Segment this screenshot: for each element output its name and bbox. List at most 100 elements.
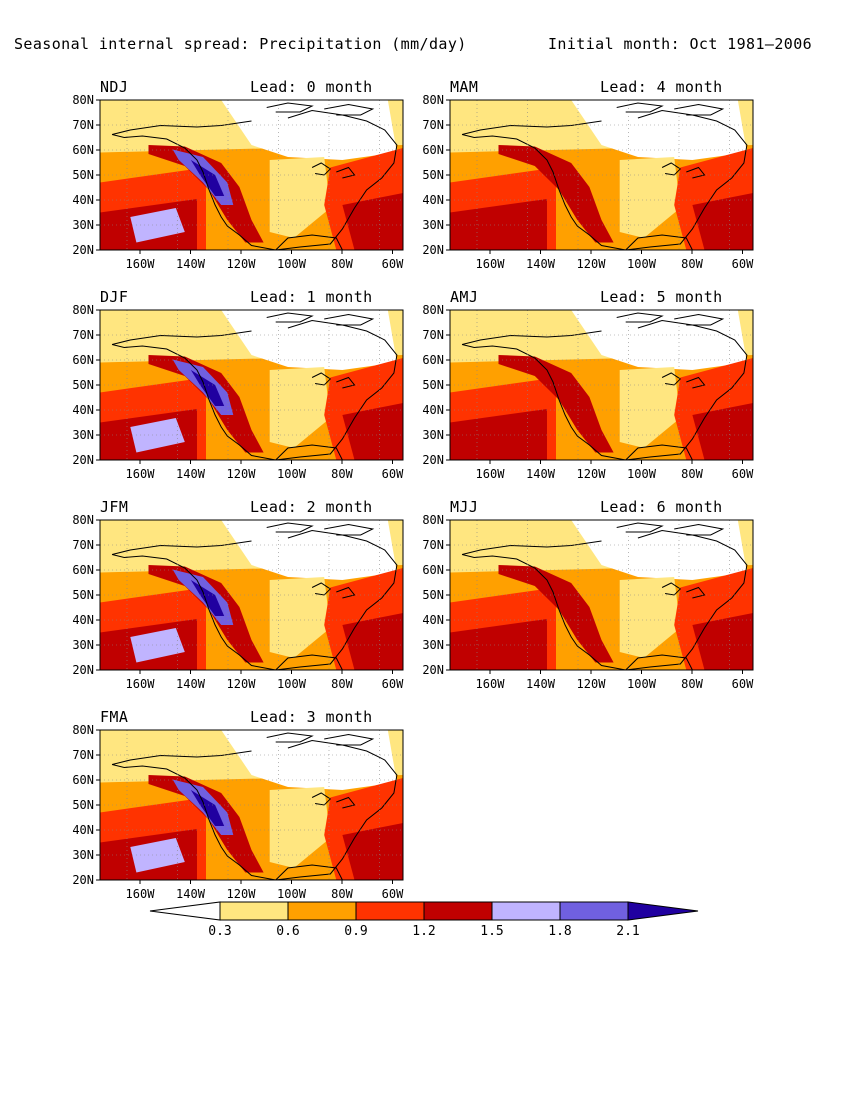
precipitation-map: 80N 70N 60N 50N 40N 30N 20N 160W 140W 120W 100W 80W… [72, 513, 404, 691]
map-panel-amj: AMJ Lead: 5 month 80N 70N 60N 50N 40N 30N 20N 160… [422, 288, 776, 488]
lon-tick-label: 100W [627, 467, 657, 481]
lon-tick-label: 140W [526, 257, 556, 271]
colorbar-level-label: 0.6 [276, 924, 300, 939]
precipitation-map: 80N 70N 60N 50N 40N 30N 20N 160W 140W 120W 100W 80W… [422, 513, 754, 691]
panel-season-label: FMA [100, 708, 129, 726]
lon-tick-label: 160W [126, 887, 156, 901]
lat-tick-label: 70N [422, 118, 444, 132]
lon-tick-label: 80W [681, 677, 703, 691]
map-panel-djf: DJF Lead: 1 month 80N 70N 60N 50N 40N 30N 20N 160… [72, 288, 426, 488]
lat-tick-label: 40N [422, 613, 444, 627]
lat-tick-label: 20N [72, 453, 94, 467]
lon-tick-label: 120W [227, 257, 257, 271]
lon-tick-label: 80W [331, 257, 353, 271]
panel-lead-label: Lead: 1 month [250, 288, 373, 306]
lat-tick-label: 30N [422, 428, 444, 442]
lat-tick-label: 70N [72, 538, 94, 552]
lon-tick-label: 100W [277, 257, 307, 271]
lon-tick-label: 60W [732, 677, 754, 691]
lat-tick-label: 20N [422, 453, 444, 467]
lon-tick-label: 120W [227, 887, 257, 901]
panel-lead-label: Lead: 5 month [600, 288, 723, 306]
figure-title: Seasonal internal spread: Precipitation … [14, 35, 467, 53]
panel-lead-label: Lead: 2 month [250, 498, 373, 516]
panel-lead-label: Lead: 6 month [600, 498, 723, 516]
colorbar-segment [491, 901, 561, 921]
lat-tick-label: 60N [422, 143, 444, 157]
lon-tick-label: 100W [627, 677, 657, 691]
precipitation-map: 80N 70N 60N 50N 40N 30N 20N 160W 140W 120W 100W 80W… [72, 723, 404, 901]
lat-tick-label: 50N [72, 798, 94, 812]
panel-season-label: MJJ [450, 498, 479, 516]
lon-tick-label: 100W [627, 257, 657, 271]
lat-tick-label: 50N [72, 588, 94, 602]
lat-tick-label: 30N [422, 638, 444, 652]
lon-tick-label: 140W [526, 677, 556, 691]
lat-tick-label: 20N [72, 873, 94, 887]
lat-tick-label: 50N [422, 378, 444, 392]
lon-tick-label: 80W [681, 257, 703, 271]
lon-tick-label: 60W [732, 467, 754, 481]
precipitation-map: 80N 70N 60N 50N 40N 30N 20N 160W 140W 120W 100W 80W… [72, 303, 404, 481]
colorbar-segment [287, 901, 357, 921]
lat-tick-label: 80N [72, 93, 94, 107]
colorbar-segment [219, 901, 289, 921]
lat-tick-label: 30N [72, 848, 94, 862]
lon-tick-label: 140W [526, 467, 556, 481]
lat-tick-label: 20N [72, 663, 94, 677]
colorbar-segment [559, 901, 629, 921]
lon-tick-label: 100W [277, 887, 307, 901]
lon-tick-label: 80W [331, 677, 353, 691]
lat-tick-label: 30N [72, 638, 94, 652]
colorbar-level-label: 1.8 [548, 924, 572, 939]
panel-lead-label: Lead: 4 month [600, 78, 723, 96]
lat-tick-label: 80N [72, 303, 94, 317]
lon-tick-label: 100W [277, 467, 307, 481]
panel-season-label: DJF [100, 288, 129, 306]
lat-tick-label: 80N [422, 93, 444, 107]
lat-tick-label: 30N [72, 428, 94, 442]
lon-tick-label: 120W [227, 677, 257, 691]
map-panel-ndj: NDJ Lead: 0 month 80N 70N 60N 50N 40N 30N 20N 160… [72, 78, 426, 278]
lon-tick-label: 120W [577, 677, 607, 691]
lat-tick-label: 50N [422, 588, 444, 602]
lon-tick-label: 160W [476, 467, 506, 481]
lat-tick-label: 70N [72, 328, 94, 342]
lon-tick-label: 120W [577, 467, 607, 481]
lon-tick-label: 160W [126, 467, 156, 481]
colorbar-level-label: 0.9 [344, 924, 368, 939]
lat-tick-label: 60N [422, 563, 444, 577]
precipitation-map: 80N 70N 60N 50N 40N 30N 20N 160W 140W 120W 100W 80W… [72, 93, 404, 271]
colorbar-level-label: 2.1 [616, 924, 640, 939]
map-panel-mam: MAM Lead: 4 month 80N 70N 60N 50N 40N 30N 20N 160… [422, 78, 776, 278]
panel-season-label: AMJ [450, 288, 479, 306]
panel-season-label: JFM [100, 498, 129, 516]
lat-tick-label: 40N [72, 193, 94, 207]
lat-tick-label: 50N [72, 378, 94, 392]
lon-tick-label: 160W [476, 677, 506, 691]
lon-tick-label: 80W [681, 467, 703, 481]
panel-lead-label: Lead: 3 month [250, 708, 373, 726]
lat-tick-label: 80N [422, 513, 444, 527]
lat-tick-label: 30N [422, 218, 444, 232]
lat-tick-label: 60N [72, 773, 94, 787]
initial-month-label: Initial month: Oct 1981–2006 [548, 35, 813, 53]
lon-tick-label: 160W [126, 677, 156, 691]
lat-tick-label: 70N [422, 328, 444, 342]
lat-tick-label: 30N [72, 218, 94, 232]
lon-tick-label: 160W [476, 257, 506, 271]
lat-tick-label: 80N [422, 303, 444, 317]
lon-tick-label: 120W [577, 257, 607, 271]
lat-tick-label: 60N [422, 353, 444, 367]
lon-tick-label: 60W [732, 257, 754, 271]
colorbar-level-label: 1.5 [480, 924, 504, 939]
lat-tick-label: 60N [72, 143, 94, 157]
map-panel-fma: FMA Lead: 3 month 80N 70N 60N 50N 40N 30N 20N 160… [72, 708, 426, 908]
panel-lead-label: Lead: 0 month [250, 78, 373, 96]
colorbar [149, 901, 699, 921]
lat-tick-label: 40N [422, 403, 444, 417]
lat-tick-label: 50N [72, 168, 94, 182]
colorbar-level-label: 1.2 [412, 924, 436, 939]
lat-tick-label: 20N [422, 663, 444, 677]
lat-tick-label: 40N [422, 193, 444, 207]
